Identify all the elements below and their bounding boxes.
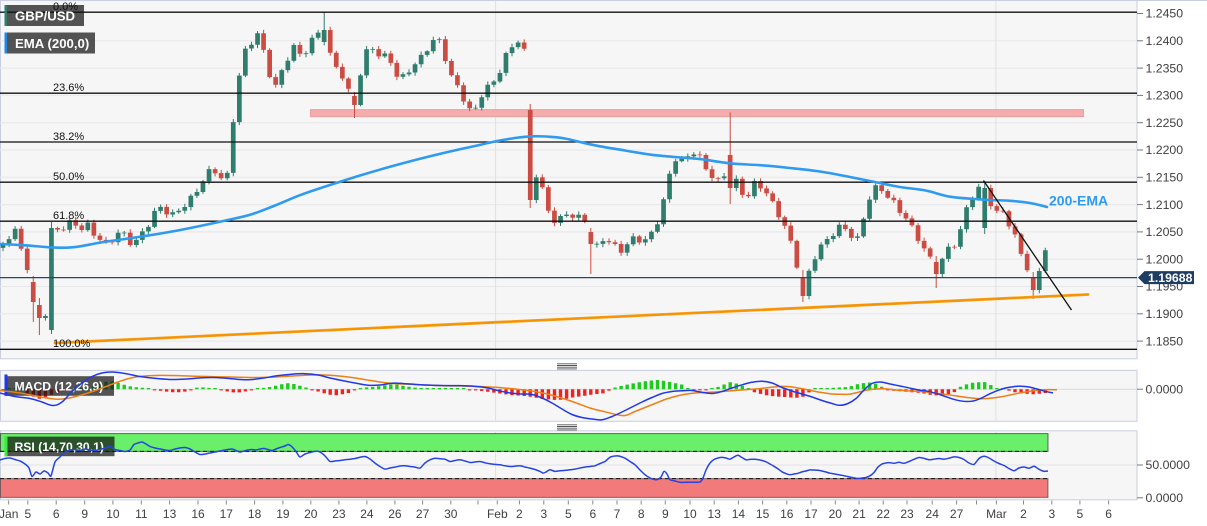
svg-text:23.6%: 23.6% [53,82,84,94]
svg-text:15: 15 [756,507,770,521]
svg-text:6: 6 [589,507,596,521]
svg-text:3: 3 [1048,507,1055,521]
svg-text:16: 16 [191,507,205,521]
svg-text:2: 2 [516,507,523,521]
svg-text:1.2150: 1.2150 [1146,171,1184,185]
svg-text:17: 17 [220,507,234,521]
svg-text:1.2000: 1.2000 [1146,252,1184,266]
svg-text:MACD (12,26,9): MACD (12,26,9) [15,380,104,394]
svg-text:1.2350: 1.2350 [1146,61,1184,75]
svg-text:8: 8 [638,507,645,521]
svg-text:Jan: Jan [0,507,18,521]
svg-text:Mar: Mar [986,507,1007,521]
svg-text:100.0%: 100.0% [53,338,91,350]
svg-text:Feb: Feb [487,507,508,521]
svg-text:EMA (200,0): EMA (200,0) [15,36,89,51]
svg-text:13: 13 [708,507,722,521]
svg-text:1.2250: 1.2250 [1146,116,1184,130]
svg-text:13: 13 [163,507,177,521]
svg-text:61.8%: 61.8% [53,210,84,222]
svg-text:50.0%: 50.0% [53,171,84,183]
svg-text:1.1900: 1.1900 [1146,307,1184,321]
svg-text:21: 21 [852,507,866,521]
svg-text:5: 5 [24,507,31,521]
svg-text:23: 23 [332,507,346,521]
svg-text:26: 26 [388,507,402,521]
svg-text:24: 24 [926,507,940,521]
svg-text:23: 23 [900,507,914,521]
svg-text:20: 20 [304,507,318,521]
svg-text:0.0000: 0.0000 [1146,491,1184,505]
svg-text:2: 2 [1020,507,1027,521]
svg-text:1.1850: 1.1850 [1146,334,1184,348]
svg-text:27: 27 [416,507,430,521]
svg-text:1.2100: 1.2100 [1146,198,1184,212]
svg-text:0.0%: 0.0% [53,1,78,13]
svg-text:17: 17 [804,507,818,521]
svg-text:27: 27 [950,507,964,521]
svg-text:7: 7 [614,507,621,521]
svg-text:1.2300: 1.2300 [1146,89,1184,103]
svg-text:18: 18 [248,507,262,521]
svg-text:20: 20 [829,507,843,521]
svg-text:10: 10 [683,507,697,521]
svg-text:11: 11 [135,507,148,521]
svg-text:5: 5 [1077,507,1084,521]
svg-text:1.19688: 1.19688 [1148,271,1193,285]
svg-text:22: 22 [877,507,891,521]
svg-text:GBP/USD: GBP/USD [15,9,75,24]
svg-text:1.2450: 1.2450 [1146,7,1184,21]
svg-text:200-EMA: 200-EMA [1049,193,1108,209]
svg-text:30: 30 [444,507,458,521]
svg-text:6: 6 [1105,507,1112,521]
svg-text:1.2200: 1.2200 [1146,143,1184,157]
svg-text:24: 24 [360,507,374,521]
svg-text:5: 5 [565,507,572,521]
svg-text:19: 19 [276,507,290,521]
svg-text:16: 16 [780,507,794,521]
svg-text:10: 10 [106,507,120,521]
svg-text:38.2%: 38.2% [53,131,84,143]
svg-text:9: 9 [81,507,88,521]
svg-text:1.2400: 1.2400 [1146,34,1184,48]
svg-text:0.0000: 0.0000 [1146,382,1184,396]
svg-text:9: 9 [662,507,669,521]
svg-text:1.2050: 1.2050 [1146,225,1184,239]
svg-text:RSI (14,70,30,1): RSI (14,70,30,1) [15,440,104,454]
svg-text:14: 14 [732,507,746,521]
svg-text:6: 6 [53,507,60,521]
svg-text:50.0000: 50.0000 [1146,458,1191,472]
svg-text:3: 3 [540,507,547,521]
